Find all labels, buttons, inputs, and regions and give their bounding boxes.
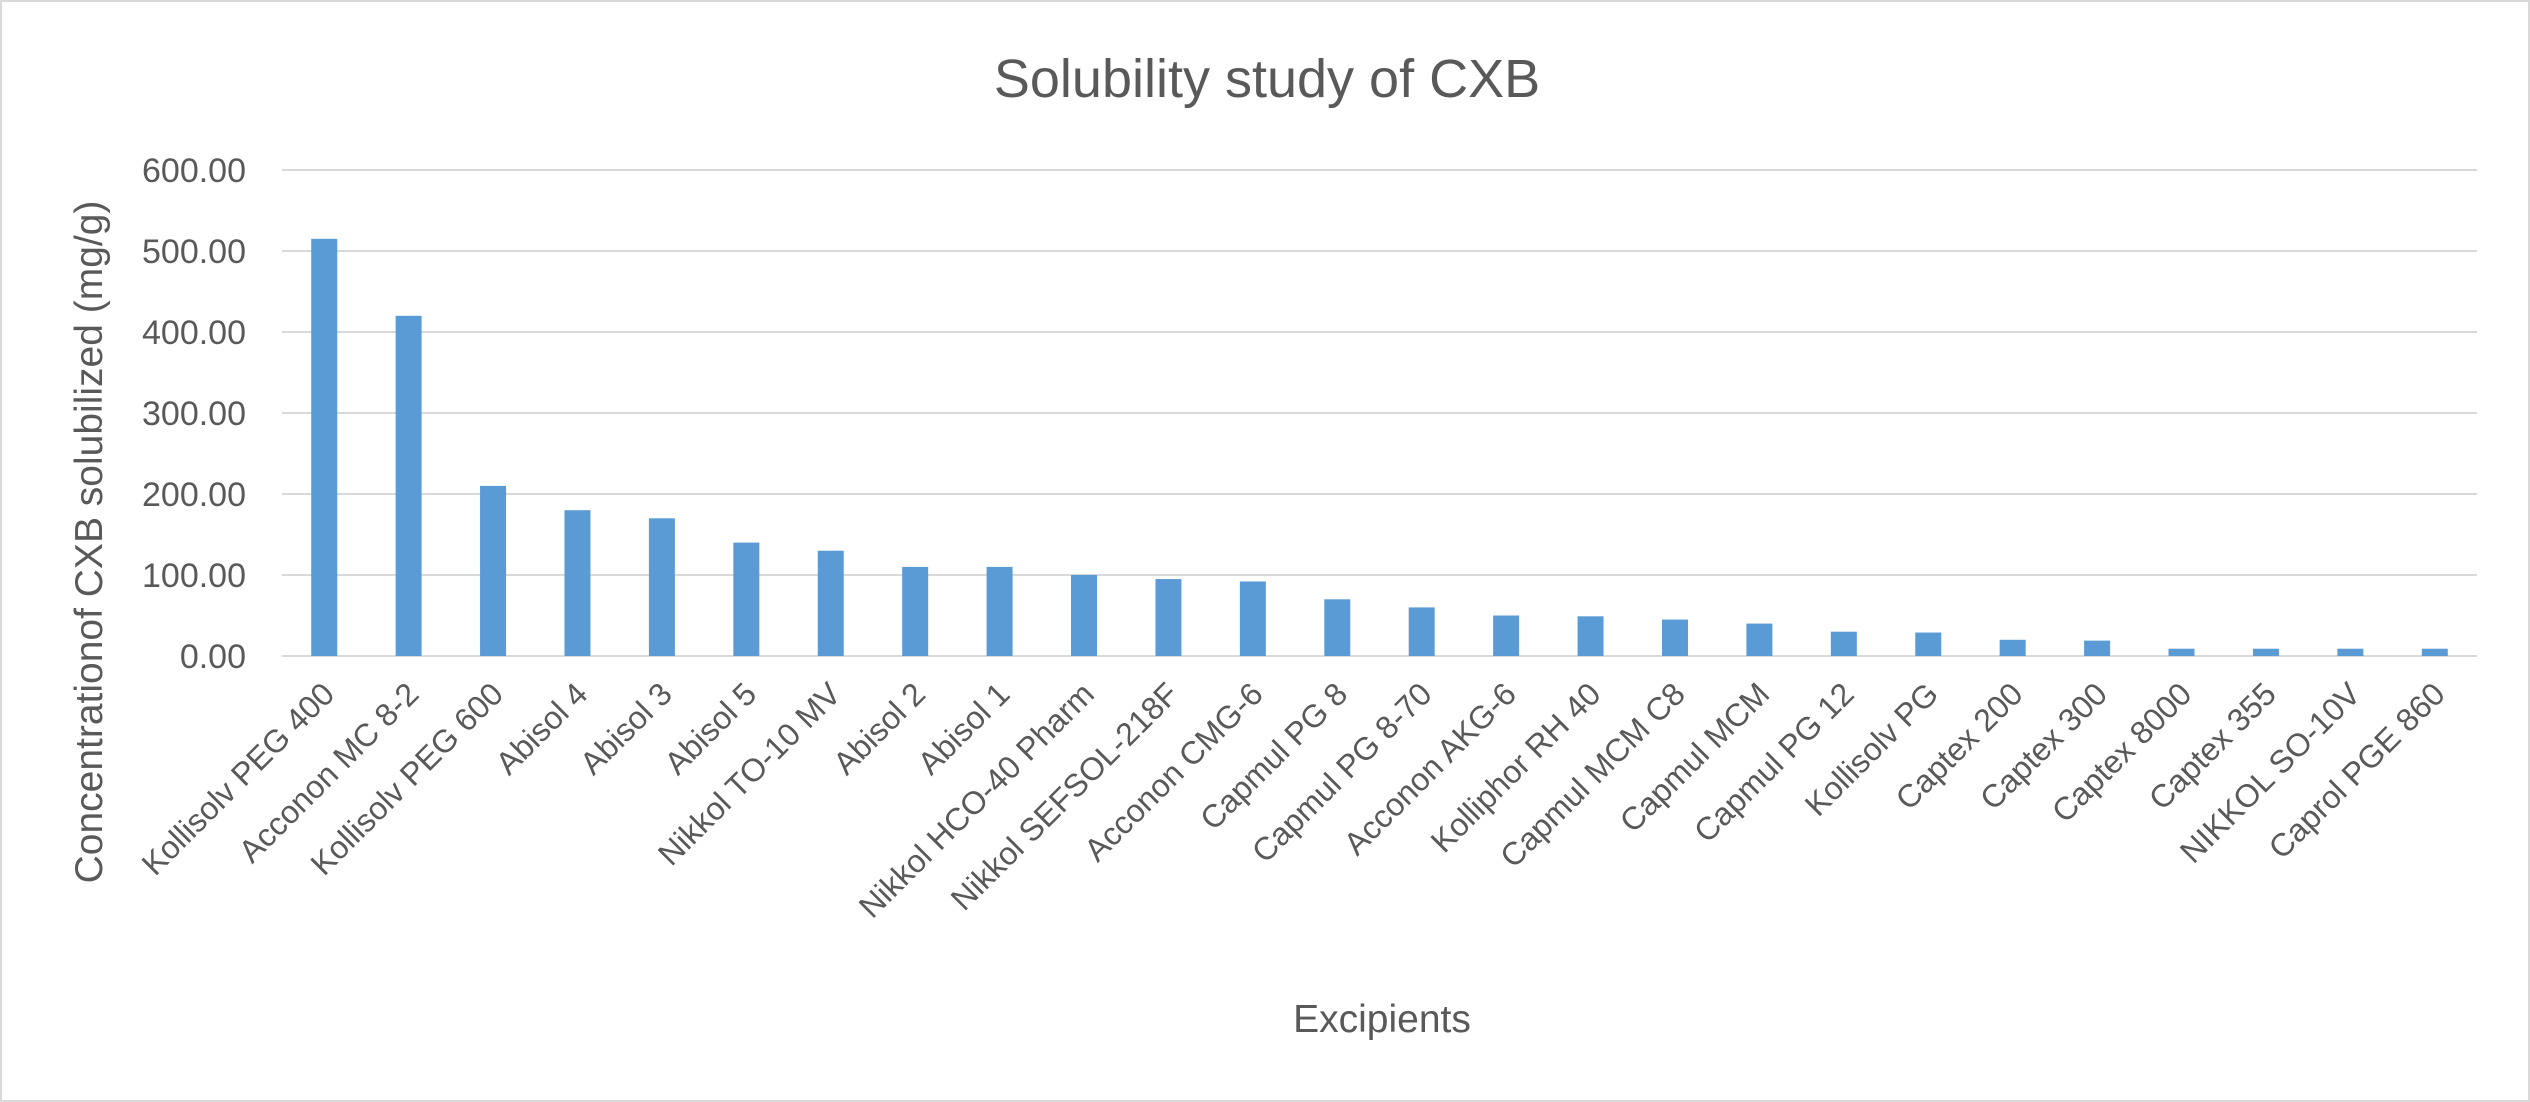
bar <box>395 315 422 656</box>
bar <box>2168 648 2195 656</box>
x-category-label: Capmul PG 8 <box>1193 675 1354 836</box>
y-axis-ticks: 0.00 100.00 200.00 300.00 400.00 500.00 600.00 <box>142 152 246 676</box>
bar <box>1830 631 1857 656</box>
bar <box>2252 648 2279 656</box>
bar <box>1071 575 1098 656</box>
y-tick-label: 500.00 <box>142 233 246 271</box>
bar <box>1577 616 1604 656</box>
bar <box>902 566 929 656</box>
x-category-label: Abisol 2 <box>826 675 932 781</box>
bar <box>1746 623 1773 656</box>
bar <box>1239 581 1266 656</box>
x-axis-title: Excipients <box>1293 998 1471 1041</box>
bar <box>480 485 507 656</box>
gridlines <box>282 169 2477 657</box>
x-category-label: Abisol 3 <box>573 675 679 781</box>
x-category-label: Capmul MCM <box>1613 675 1777 839</box>
chart-title: Solubility study of CXB <box>994 49 1540 109</box>
bar <box>2421 648 2448 656</box>
bar <box>2084 640 2111 656</box>
bars <box>311 238 2448 656</box>
x-category-label: Abisol 4 <box>488 675 594 781</box>
bar <box>1408 607 1435 656</box>
y-tick-label: 400.00 <box>142 314 246 352</box>
y-tick-label: 600.00 <box>142 152 246 190</box>
bar <box>733 542 760 656</box>
bar <box>1324 599 1351 656</box>
y-tick-label: 100.00 <box>142 557 246 595</box>
y-axis-title: Concentrationof CXB solubilized (mg/g) <box>68 201 111 884</box>
y-tick-label: 0.00 <box>180 638 246 676</box>
bar <box>817 550 844 656</box>
bar <box>1493 615 1520 656</box>
y-tick-label: 200.00 <box>142 476 246 514</box>
bar <box>648 518 675 656</box>
bar <box>2337 648 2364 656</box>
bar <box>1915 632 1942 656</box>
bar <box>311 238 338 656</box>
bar <box>1999 639 2026 656</box>
bar <box>986 566 1013 656</box>
bar <box>564 510 591 656</box>
bar <box>1155 579 1182 656</box>
bar <box>1661 619 1688 656</box>
y-tick-label: 300.00 <box>142 395 246 433</box>
